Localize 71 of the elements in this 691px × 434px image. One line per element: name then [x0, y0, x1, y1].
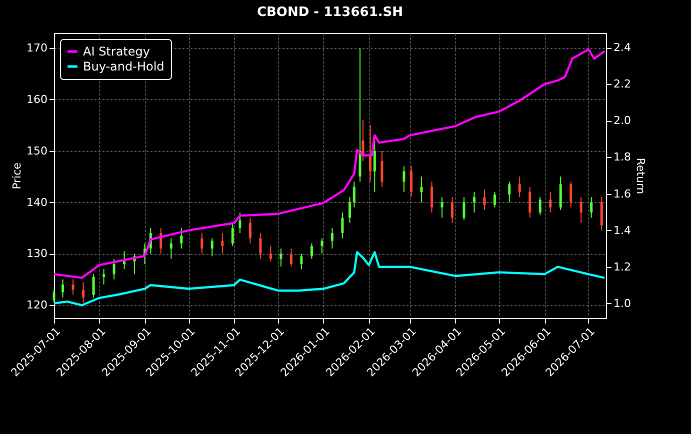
candlestick — [248, 217, 252, 244]
candlestick — [341, 212, 344, 239]
line-series — [52, 48, 606, 279]
candlestick — [559, 176, 562, 210]
candlestick — [52, 289, 56, 304]
candlestick — [231, 222, 234, 246]
line-series — [52, 251, 606, 306]
candlestick — [112, 258, 116, 280]
candlestick — [290, 248, 292, 268]
candlestick — [92, 274, 95, 298]
candlestick — [259, 232, 262, 260]
candlestick — [102, 268, 106, 286]
candlestick — [238, 212, 242, 234]
candlestick — [430, 181, 434, 214]
y2-axis-title: Return — [634, 158, 647, 194]
y-tick-label: 120 — [26, 298, 48, 312]
candlestick — [380, 150, 384, 188]
candlestick — [462, 196, 466, 221]
candlestick — [221, 232, 224, 254]
candlestick — [320, 238, 324, 254]
y2-tick-label: 1.0 — [614, 296, 631, 310]
candlestick — [310, 242, 313, 260]
candlestick — [280, 248, 282, 268]
candlestick — [440, 196, 444, 218]
legend-label: AI Strategy — [83, 44, 150, 58]
y2-tick-label: 2.4 — [614, 41, 631, 54]
y-tick-label: 160 — [26, 92, 48, 106]
candlestick — [402, 166, 406, 192]
chart-title: CBOND - 113661.SH — [256, 5, 404, 20]
candlestick — [590, 196, 593, 218]
candlestick — [300, 253, 303, 270]
candlestick — [528, 186, 532, 218]
candlestick — [508, 181, 511, 203]
candlestick — [518, 176, 521, 198]
candlestick — [483, 188, 486, 210]
candlestick — [451, 196, 454, 224]
candlestick — [82, 281, 85, 304]
y-tick-label: 130 — [26, 247, 48, 260]
legend-label: Buy-and-Hold — [83, 60, 164, 74]
y-axis-title: Price — [10, 162, 24, 190]
candlestick — [373, 140, 376, 192]
y-tick-label: 140 — [26, 196, 48, 209]
candlestick — [352, 181, 356, 208]
candlestick — [348, 196, 352, 224]
y2-tick-label: 2.0 — [614, 114, 631, 128]
candlestick — [210, 238, 214, 257]
candlestick — [269, 245, 272, 262]
candlestick — [330, 227, 334, 250]
candlestick — [170, 238, 172, 260]
y2-tick-label: 2.2 — [614, 78, 631, 91]
candlestick — [472, 191, 476, 214]
y-tick-label: 170 — [26, 41, 48, 54]
candlestick — [62, 278, 64, 298]
candlestick — [72, 278, 74, 296]
candlestick — [570, 181, 572, 208]
candlestick — [580, 196, 582, 224]
candlestick — [200, 232, 204, 254]
y-tick-label: 150 — [26, 144, 48, 158]
candlestick — [549, 191, 552, 214]
candlestick — [410, 166, 413, 198]
candlestick — [420, 176, 423, 203]
candlestick — [538, 196, 542, 216]
y2-tick-label: 1.6 — [614, 187, 631, 200]
y2-tick-label: 1.8 — [614, 150, 631, 164]
candlestick — [369, 124, 372, 182]
candlestick — [493, 191, 496, 208]
y2-tick-label: 1.4 — [614, 224, 631, 237]
candlestick — [123, 250, 126, 270]
candlestick — [600, 196, 603, 232]
candlestick — [180, 227, 183, 250]
y2-tick-label: 1.2 — [614, 260, 631, 274]
